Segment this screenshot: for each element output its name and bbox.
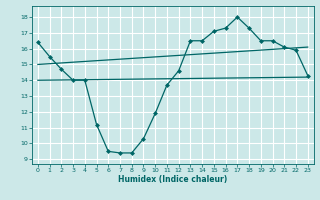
X-axis label: Humidex (Indice chaleur): Humidex (Indice chaleur): [118, 175, 228, 184]
